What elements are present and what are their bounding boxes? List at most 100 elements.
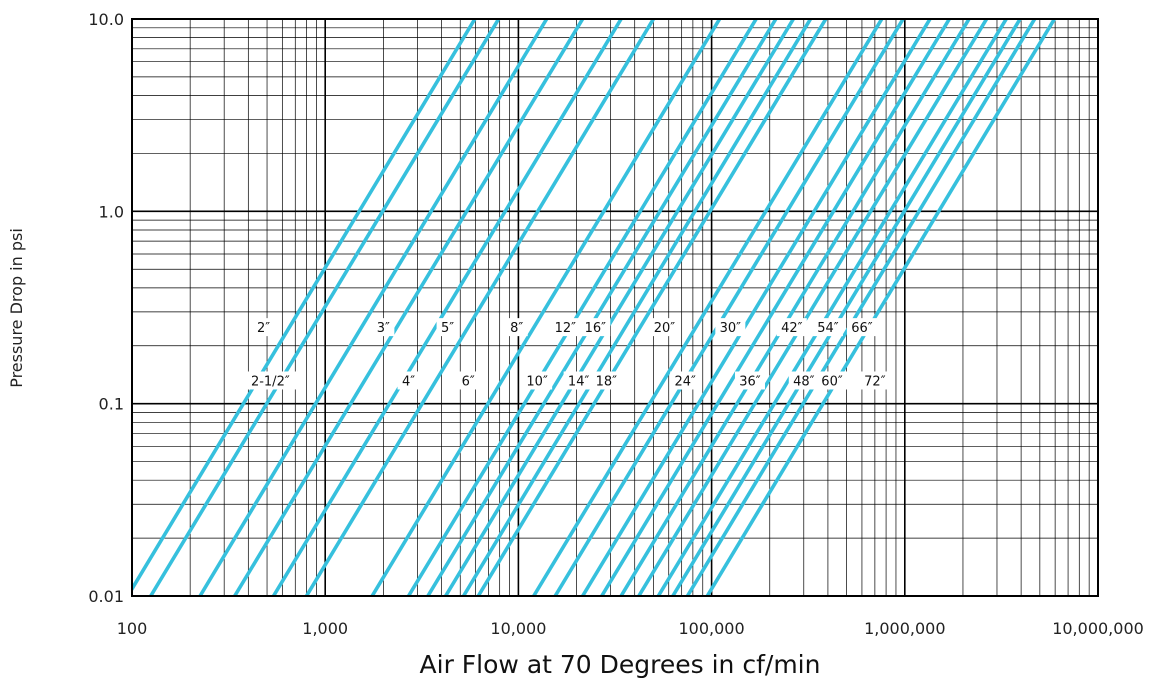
curve-36 <box>600 19 951 596</box>
curve-72 <box>705 19 1056 596</box>
curve-label: 14″ <box>563 371 594 390</box>
curve-18 <box>476 19 828 596</box>
curve-label-text: 8″ <box>510 321 523 336</box>
curve-label-bg <box>788 371 819 390</box>
curve-8 <box>370 19 722 596</box>
x-tick-label: 10,000,000 <box>1052 619 1144 638</box>
curve-42 <box>619 19 971 596</box>
curve-label-bg <box>734 371 765 390</box>
curve-label: 6″ <box>457 371 480 390</box>
curve-label-text: 30″ <box>720 321 742 336</box>
curve-label-text: 42″ <box>781 321 803 336</box>
curve-label-text: 2″ <box>257 321 270 336</box>
x-tick-label: 1,000 <box>302 619 348 638</box>
curve-label-bg <box>591 371 622 390</box>
curve-label-bg <box>846 318 877 337</box>
curve-label-text: 3″ <box>377 321 390 336</box>
pipe-size-labels: 2″ 2-1/2″ 3″ 4″ 5″ 6″ 8″ 10″ 12″ 14″ 16″ 18″ 20″ 24″ 3… <box>243 318 890 390</box>
curve-label: 2-1/2″ <box>243 371 298 390</box>
curve-label-text: 5″ <box>441 321 454 336</box>
curve-label-bg <box>715 318 746 337</box>
y-tick-label: 10.0 <box>88 10 124 29</box>
curve-label-text: 2-1/2″ <box>251 374 290 389</box>
y-axis-label: Pressure Drop in psi <box>7 228 26 388</box>
x-tick-label: 100 <box>117 619 148 638</box>
x-axis-ticks: 100 1,000 10,000 100,000 1,000,000 10,000,000 <box>117 619 1144 638</box>
curve-label-bg <box>859 371 890 390</box>
curve-label-text: 54″ <box>817 321 839 336</box>
curve-label-bg <box>812 318 843 337</box>
curve-label: 16″ <box>580 318 611 337</box>
curve-label-text: 48″ <box>793 374 815 389</box>
curve-30 <box>581 19 932 596</box>
curve-label-bg <box>776 318 807 337</box>
curve-label: 54″ <box>812 318 843 337</box>
curve-label: 8″ <box>505 318 528 337</box>
curve-label-bg <box>563 371 594 390</box>
curve-label-bg <box>550 318 581 337</box>
curve-label-text: 18″ <box>596 374 618 389</box>
curve-label-bg <box>457 371 480 390</box>
curve-3 <box>198 19 549 596</box>
curve-label: 20″ <box>649 318 680 337</box>
x-tick-label: 100,000 <box>679 619 745 638</box>
curve-label: 10″ <box>522 371 553 390</box>
curve-label-text: 4″ <box>402 374 415 389</box>
curve-label: 12″ <box>550 318 581 337</box>
y-tick-label: 0.1 <box>99 395 124 414</box>
curve-12 <box>426 19 778 596</box>
curve-4 <box>233 19 585 596</box>
curve-label-text: 16″ <box>585 321 607 336</box>
plot-frame <box>131 18 1099 597</box>
curve-label: 42″ <box>776 318 807 337</box>
curve-label-bg <box>649 318 680 337</box>
curve-label: 60″ <box>817 371 848 390</box>
curve-label-text: 72″ <box>864 374 886 389</box>
curve-label-bg <box>670 371 701 390</box>
curve-48 <box>637 19 989 596</box>
curve-label: 66″ <box>846 318 877 337</box>
curve-label-text: 66″ <box>851 321 873 336</box>
curve-5 <box>271 19 623 596</box>
curve-24 <box>553 19 905 596</box>
curve-label-text: 24″ <box>674 374 696 389</box>
y-axis-ticks: 0.01 0.1 1.0 10.0 <box>88 10 124 606</box>
curve-label: 18″ <box>591 371 622 390</box>
curve-16 <box>461 19 813 596</box>
curve-54 <box>656 19 1008 596</box>
curve-label: 36″ <box>734 371 765 390</box>
curve-label: 24″ <box>670 371 701 390</box>
curve-10 <box>406 19 758 596</box>
curve-label: 3″ <box>372 318 395 337</box>
curve-6 <box>304 19 655 596</box>
curve-label-bg <box>817 371 848 390</box>
curve-60 <box>671 19 1022 596</box>
curve-label: 4″ <box>397 371 420 390</box>
curve-label-bg <box>505 318 528 337</box>
curve-label-text: 60″ <box>821 374 843 389</box>
curve-14 <box>444 19 795 596</box>
curve-label-bg <box>243 371 298 390</box>
y-tick-label: 1.0 <box>99 202 124 221</box>
x-tick-label: 1,000,000 <box>864 619 945 638</box>
x-tick-label: 10,000 <box>490 619 546 638</box>
curve-66 <box>685 19 1037 596</box>
curve-label: 2″ <box>252 318 275 337</box>
y-tick-label: 0.01 <box>88 587 124 606</box>
curve-label: 72″ <box>859 371 890 390</box>
curve-label: 5″ <box>436 318 459 337</box>
curve-label-text: 12″ <box>555 321 577 336</box>
x-axis-label: Air Flow at 70 Degrees in cf/min <box>420 650 821 679</box>
curve-20 <box>532 19 884 596</box>
curve-label-bg <box>252 318 275 337</box>
curve-label-text: 36″ <box>739 374 761 389</box>
curve-label-text: 20″ <box>654 321 676 336</box>
curve-label-bg <box>522 371 553 390</box>
curve-2 <box>132 19 477 593</box>
curve-label: 48″ <box>788 371 819 390</box>
curve-label-bg <box>372 318 395 337</box>
curve-label-text: 10″ <box>526 374 548 389</box>
curve-2-1-2 <box>149 19 501 596</box>
pipe-size-curves <box>132 19 1056 596</box>
